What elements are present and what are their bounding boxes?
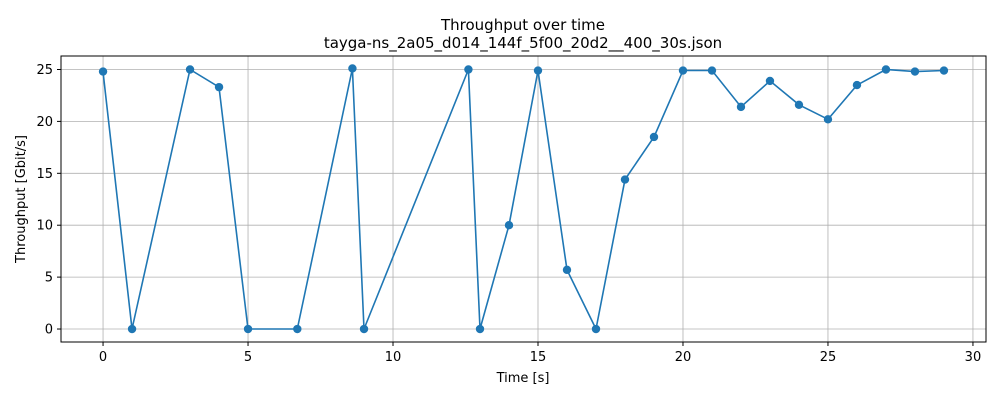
x-tick-label: 5 <box>244 350 252 365</box>
y-tick-label: 10 <box>36 219 53 234</box>
x-tick-label: 25 <box>820 350 837 365</box>
data-point <box>348 64 357 73</box>
data-point <box>765 76 775 86</box>
y-tick-label: 5 <box>45 271 53 286</box>
series-layer <box>98 64 949 334</box>
data-point <box>823 115 833 124</box>
x-tick-label: 15 <box>530 350 547 365</box>
y-tick-label: 25 <box>36 63 53 78</box>
data-point <box>591 324 601 334</box>
x-tick-label: 30 <box>965 350 982 365</box>
y-tick-label: 15 <box>36 167 53 182</box>
x-tick-label: 10 <box>385 350 402 365</box>
data-point <box>939 66 949 75</box>
data-point <box>736 102 746 112</box>
data-point <box>533 66 543 75</box>
data-point <box>243 324 253 334</box>
data-point <box>98 67 108 76</box>
data-point <box>185 65 195 74</box>
x-axis-label: Time [s] <box>496 371 550 386</box>
data-point <box>794 100 804 109</box>
chart-subtitle: tayga-ns_2a05_d014_144f_5f00_20d2__400_3… <box>324 34 722 53</box>
data-point <box>464 65 473 74</box>
data-point <box>293 324 302 334</box>
chart-title: Throughput over time <box>440 16 605 34</box>
data-point <box>475 324 485 334</box>
data-point <box>649 132 659 142</box>
data-point <box>504 221 514 230</box>
x-tick-label: 20 <box>675 350 692 365</box>
data-point <box>910 67 920 76</box>
data-point <box>881 65 891 74</box>
grid-layer <box>61 56 986 342</box>
y-tick-label: 0 <box>45 323 53 338</box>
data-point <box>127 324 137 334</box>
data-point <box>214 82 224 92</box>
data-point <box>852 80 862 90</box>
data-point <box>678 66 688 75</box>
ticks-layer: 0 5 10 15 20 25 30 0 5 10 15 20 25 <box>36 63 981 365</box>
data-point <box>707 66 717 75</box>
y-tick-label: 20 <box>36 115 53 130</box>
data-point <box>562 265 572 275</box>
data-point <box>620 175 630 184</box>
data-point <box>359 324 369 334</box>
series-line <box>102 68 945 332</box>
x-tick-label: 0 <box>99 350 107 365</box>
plot-frame <box>60 55 987 343</box>
y-axis-label: Throughput [Gbit/s] <box>14 135 29 264</box>
